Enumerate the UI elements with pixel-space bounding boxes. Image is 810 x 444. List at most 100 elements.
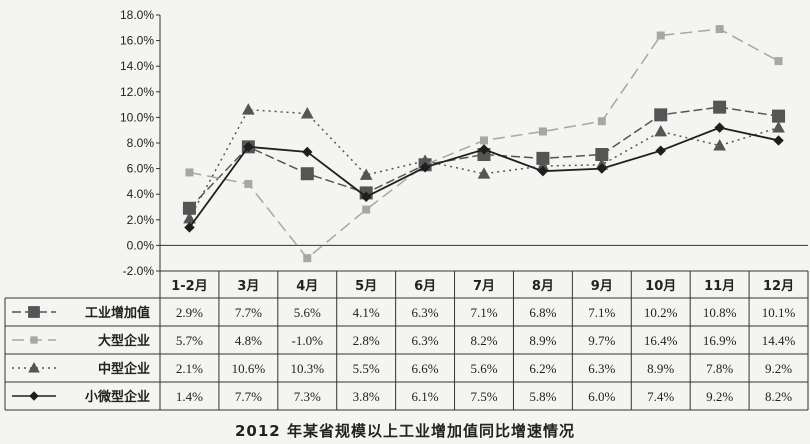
y-tick-label: 14.0% <box>120 59 154 73</box>
table-value-cell: 3.8% <box>353 389 380 404</box>
data-point <box>656 31 665 40</box>
data-point <box>772 109 786 123</box>
series-2 <box>185 25 783 263</box>
data-point <box>715 25 724 34</box>
series-1 <box>182 100 786 215</box>
table-value-cell: 9.2% <box>765 361 792 376</box>
table-value-cell: 10.2% <box>644 305 678 320</box>
data-point <box>362 205 371 214</box>
table-value-cell: 6.3% <box>412 333 439 348</box>
category-label: 10月 <box>645 279 676 294</box>
data-point <box>30 336 38 344</box>
data-point <box>654 124 668 137</box>
table-value-cell: 7.1% <box>588 305 615 320</box>
table-value-cell: 4.8% <box>235 333 262 348</box>
table-value-cell: 5.7% <box>176 333 203 348</box>
category-label: 3月 <box>237 279 259 294</box>
category-label: 5月 <box>355 279 377 294</box>
table-value-cell: 8.9% <box>647 361 674 376</box>
data-point <box>538 127 547 136</box>
table-value-cell: 7.4% <box>647 389 674 404</box>
table-value-cell: 8.2% <box>470 333 497 348</box>
data-point <box>654 108 668 122</box>
data-point <box>303 254 312 263</box>
y-tick-label: 2.0% <box>127 213 155 227</box>
table-value-cell: 8.2% <box>765 389 792 404</box>
table-value-cell: 7.7% <box>235 389 262 404</box>
legend-series-name: 工业增加值 <box>85 305 150 321</box>
data-point <box>480 136 488 145</box>
series-line <box>188 108 779 219</box>
y-tick-label: 12.0% <box>120 85 154 99</box>
table-value-cell: 7.5% <box>470 389 497 404</box>
data-point <box>302 146 313 158</box>
y-tick-label: 8.0% <box>127 136 155 150</box>
data-point <box>774 57 783 66</box>
table-value-cell: 10.8% <box>703 305 737 320</box>
table-value-cell: 1.4% <box>176 389 203 404</box>
table-value-cell: 6.3% <box>412 305 439 320</box>
table-value-cell: 2.1% <box>176 361 203 376</box>
series-4 <box>184 122 784 233</box>
table-value-cell: 10.3% <box>290 361 324 376</box>
legend-series-name: 中型企业 <box>98 361 150 377</box>
table-value-cell: 6.3% <box>588 361 615 376</box>
table-value-cell: 7.7% <box>235 305 262 320</box>
y-tick-label: 0.0% <box>127 238 155 252</box>
data-point <box>244 179 253 188</box>
category-label: 9月 <box>591 279 613 294</box>
legend-series-name: 小微型企业 <box>85 389 150 405</box>
table-value-cell: 5.6% <box>470 361 497 376</box>
table-value-cell: 6.1% <box>412 389 439 404</box>
data-point <box>772 121 785 133</box>
table-value-cell: 16.4% <box>644 333 678 348</box>
data-point <box>713 139 726 151</box>
data-point <box>596 163 608 174</box>
y-tick-label: -2.0% <box>123 264 155 278</box>
table-value-cell: 7.3% <box>294 389 321 404</box>
table-value-cell: 6.2% <box>529 361 556 376</box>
legend-series-name: 大型企业 <box>98 333 150 349</box>
data-point <box>359 168 373 180</box>
table-value-cell: 10.6% <box>232 361 266 376</box>
data-point <box>29 391 39 401</box>
category-label: 6月 <box>414 279 436 294</box>
category-label: 7月 <box>473 279 495 294</box>
category-label: 8月 <box>532 279 554 294</box>
table-value-cell: 6.6% <box>412 361 439 376</box>
table-value-cell: 2.9% <box>176 305 203 320</box>
table-value-cell: 6.0% <box>588 389 615 404</box>
table-value-cell: 4.1% <box>353 305 380 320</box>
data-point <box>360 191 372 202</box>
data-point <box>773 135 784 146</box>
data-point <box>477 167 491 179</box>
table-value-cell: 7.8% <box>706 361 733 376</box>
data-point <box>243 141 254 153</box>
table-value-cell: 10.1% <box>762 305 796 320</box>
data-point <box>28 362 40 373</box>
table-value-cell: 5.6% <box>294 305 321 320</box>
table-value-cell: 8.9% <box>529 333 556 348</box>
y-axis: -2.0% 0.0% 2.0% 4.0% 6.0% 8.0% 10.0% 12.0% 14.0%… <box>120 8 808 278</box>
data-point <box>713 100 727 114</box>
table-value-cell: 9.7% <box>588 333 615 348</box>
table-value-cell: 6.8% <box>529 305 556 320</box>
series-3 <box>183 103 785 224</box>
table-value-cell: 2.8% <box>353 333 380 348</box>
line-chart: -2.0% 0.0% 2.0% 4.0% 6.0% 8.0% 10.0% 12.0% 14.0%… <box>4 8 809 411</box>
data-point <box>300 107 314 119</box>
table-value-cell: 16.9% <box>703 333 737 348</box>
y-tick-label: 16.0% <box>120 34 154 48</box>
y-tick-label: 18.0% <box>120 8 154 22</box>
table-value-cell: 7.1% <box>470 305 497 320</box>
data-point <box>419 162 431 173</box>
data-point <box>185 168 194 177</box>
y-tick-label: 6.0% <box>127 162 155 176</box>
chart-title: 2012 年某省规模以上工业增加值同比增速情况 <box>235 422 575 440</box>
category-label: 12月 <box>763 279 794 294</box>
table-value-cell: 14.4% <box>762 333 796 348</box>
table-value-cell: 9.2% <box>706 389 733 404</box>
series-lines <box>182 25 786 263</box>
data-point <box>478 144 490 155</box>
